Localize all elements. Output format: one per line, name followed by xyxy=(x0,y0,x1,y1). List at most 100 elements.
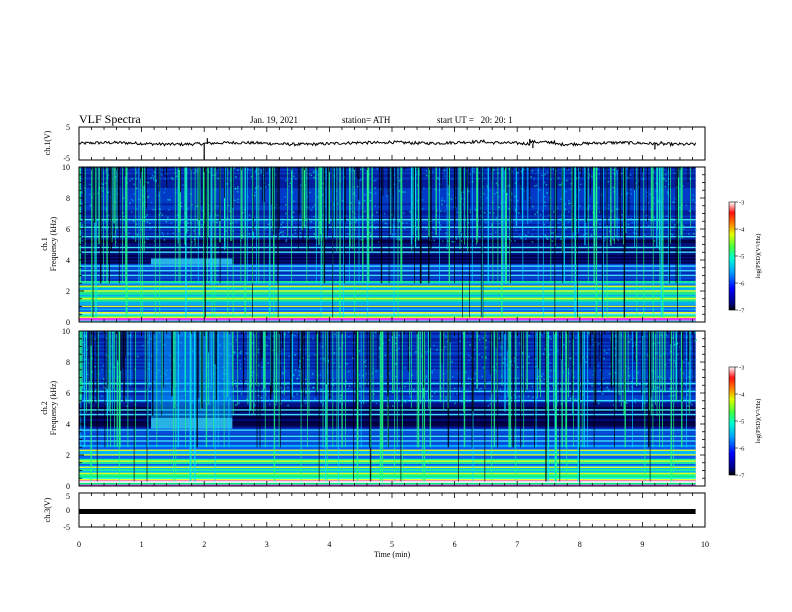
spectrogram-noise xyxy=(497,196,500,198)
spectrogram-band xyxy=(79,427,696,430)
spectrogram-noise xyxy=(580,183,582,186)
spectrogram-noise xyxy=(180,202,183,204)
spectrogram-noise xyxy=(598,173,601,175)
spectrogram-noise xyxy=(480,387,482,390)
spectrogram-noise xyxy=(563,391,565,393)
spectrogram-noise xyxy=(231,222,234,224)
spectrogram-noise xyxy=(521,352,524,354)
spectrogram-band xyxy=(79,260,696,263)
spectrogram-noise xyxy=(91,371,93,373)
spectrogram-noise xyxy=(570,182,573,185)
spectrogram-noise xyxy=(291,219,294,222)
spectrogram-noise xyxy=(579,400,582,403)
spectrogram-noise xyxy=(245,352,248,354)
spectrogram-noise xyxy=(345,215,347,217)
spectrogram-band xyxy=(79,168,696,171)
spectrogram-noise xyxy=(294,369,297,371)
spectrogram-noise xyxy=(548,214,550,217)
spectrogram-noise xyxy=(287,235,290,238)
ch1-spectrogram-panel: 0 2 4 6 8 10 ch.1 Frequency (kHz) xyxy=(40,163,706,327)
spectrogram-noise xyxy=(575,337,577,339)
spectrogram-noise xyxy=(686,336,688,339)
spectrogram-noise xyxy=(272,386,274,388)
spectrogram-noise xyxy=(266,344,268,347)
spectrogram-noise xyxy=(348,385,351,387)
freq-tick-label: 8 xyxy=(66,194,70,203)
spectrogram-noise xyxy=(288,355,290,357)
spectrogram-noise xyxy=(679,368,682,371)
spectrogram-noise xyxy=(470,378,472,381)
spectrogram-noise xyxy=(655,387,658,389)
spectrogram-noise xyxy=(105,182,107,185)
spectrogram-noise xyxy=(459,201,462,204)
spectrogram-noise xyxy=(543,181,546,184)
spectrogram-noise xyxy=(141,400,143,403)
spectrogram-band xyxy=(79,244,696,247)
spectrogram-noise xyxy=(89,193,91,196)
ch1-voltage-panel: 5 -5 ch.1(V) xyxy=(43,123,706,163)
spectrogram-noise xyxy=(519,343,521,345)
spectrogram-noise xyxy=(359,179,362,182)
spectrogram-noise xyxy=(692,194,695,197)
spectrogram-noise xyxy=(448,353,451,355)
ch2-spectrogram-ticks xyxy=(78,330,706,487)
spectrogram-noise xyxy=(603,357,605,360)
spectrogram-noise xyxy=(552,168,555,170)
time-tick-label: 1 xyxy=(140,540,144,549)
spectrogram-noise xyxy=(339,394,342,397)
spectrogram-noise xyxy=(427,350,429,353)
spectrogram-noise xyxy=(490,222,493,225)
spectrogram-noise xyxy=(677,353,679,356)
spectrogram-band xyxy=(79,206,696,209)
spectrogram-noise xyxy=(280,218,283,220)
spectrogram-noise xyxy=(460,197,463,200)
spectrogram-noise xyxy=(433,392,436,394)
spectrogram-noise xyxy=(375,402,378,405)
ch3-voltage-panel: 5 0 -5 ch.3(V) 0 1 2 3 4 5 6 7 8 9 10 Time (min) xyxy=(43,492,709,559)
spectrogram-noise xyxy=(299,232,302,234)
spectrogram-noise xyxy=(369,199,372,202)
spectrogram-noise xyxy=(308,355,311,358)
spectrogram-noise xyxy=(634,228,636,230)
spectrogram-noise xyxy=(322,182,324,185)
spectrogram-noise xyxy=(563,383,565,385)
spectrogram-noise xyxy=(424,351,426,353)
spectrogram-noise xyxy=(157,184,159,187)
spectrogram-noise xyxy=(255,170,257,173)
spectrogram-tone xyxy=(79,460,696,462)
spectrogram-tone xyxy=(79,290,696,292)
spectrogram-noise xyxy=(370,234,372,237)
spectrogram-noise xyxy=(473,348,475,351)
spectrogram-noise xyxy=(461,390,464,393)
spectrogram-noise xyxy=(93,338,96,340)
spectrogram-noise xyxy=(298,364,300,366)
spectrogram-noise xyxy=(665,215,668,217)
spectrogram-noise xyxy=(506,364,508,366)
spectrogram-noise xyxy=(421,355,423,358)
spectrogram-noise xyxy=(470,382,473,385)
spectrogram-noise xyxy=(522,168,525,171)
spectrogram-noise xyxy=(105,387,107,390)
spectrogram-noise xyxy=(399,389,401,392)
spectrogram-noise xyxy=(235,221,238,223)
ch3-ytick-zero: 0 xyxy=(66,506,70,515)
spectrogram-noise xyxy=(278,238,280,240)
spectrogram-noise xyxy=(312,216,315,218)
spectrogram-noise xyxy=(384,222,386,225)
spectrogram-noise xyxy=(685,204,688,207)
spectrogram-noise xyxy=(102,378,105,380)
spectrogram-noise xyxy=(109,196,112,199)
spectrogram-noise xyxy=(105,209,107,212)
spectrogram-noise xyxy=(248,233,250,235)
spectrogram-noise xyxy=(689,372,691,374)
spectrogram-emission-feature xyxy=(150,258,233,265)
spectrogram-tone xyxy=(79,235,696,238)
spectrogram-noise xyxy=(619,393,621,395)
spectrogram-noise xyxy=(687,362,690,365)
spectrogram-noise xyxy=(616,390,619,392)
spectrogram-noise xyxy=(282,372,285,375)
spectrogram-noise xyxy=(348,335,350,338)
spectrogram-noise xyxy=(508,226,510,228)
spectrogram-noise xyxy=(235,385,238,387)
spectrogram-noise xyxy=(570,171,573,174)
